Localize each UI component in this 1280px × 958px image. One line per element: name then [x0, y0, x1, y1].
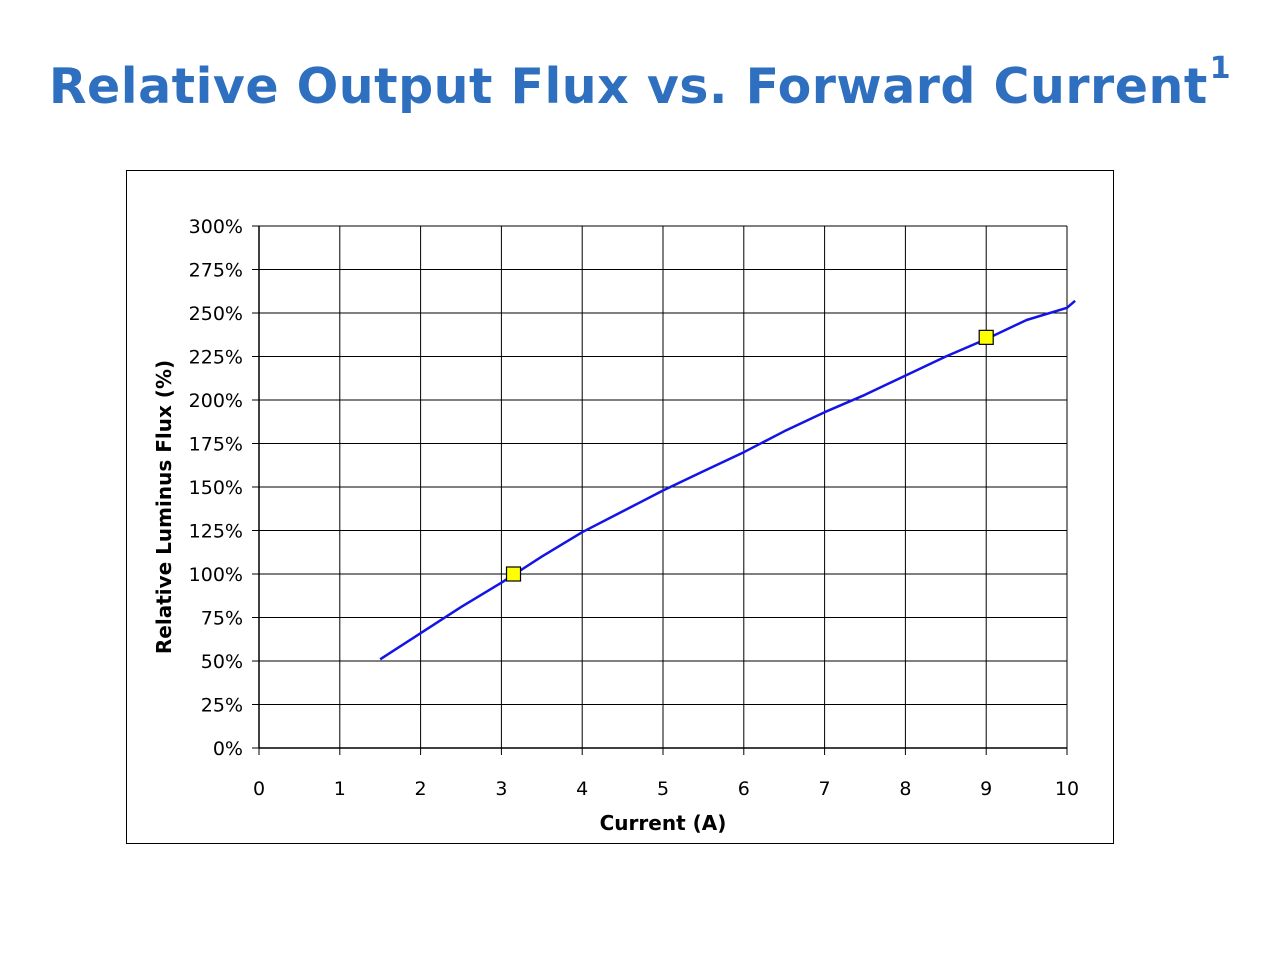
data-point-marker — [978, 329, 994, 345]
y-tick-label: 25% — [201, 695, 243, 717]
x-tick-label: 6 — [738, 778, 750, 800]
y-tick-label: 175% — [189, 434, 243, 456]
y-tick-label: 125% — [189, 521, 243, 543]
x-tick-label: 4 — [576, 778, 588, 800]
x-tick-label: 8 — [899, 778, 911, 800]
series-layer — [379, 299, 1076, 661]
x-tick-label: 10 — [1055, 778, 1079, 800]
axis-layer — [252, 225, 1068, 755]
x-tick-label: 9 — [980, 778, 992, 800]
x-tick-label: 7 — [819, 778, 831, 800]
x-tick-label: 2 — [415, 778, 427, 800]
x-tick-label: 1 — [334, 778, 346, 800]
y-tick-label: 150% — [189, 477, 243, 499]
y-axis-title: Relative Luminus Flux (%) — [152, 360, 176, 654]
chart-frame: 0% 25% 50% 75% 100% 125% 150% 175% 200% 225% 250% 2… — [126, 170, 1114, 844]
data-point-marker — [505, 566, 522, 582]
y-tick-label: 225% — [189, 347, 243, 369]
y-tick-label: 50% — [201, 651, 243, 673]
slide-title-text: Relative Output Flux vs. Forward Current — [48, 58, 1208, 115]
y-tick-label: 75% — [201, 608, 243, 630]
series-line — [379, 299, 1076, 661]
x-tick-label: 5 — [657, 778, 669, 800]
grid-layer — [259, 225, 1068, 748]
y-tick-label: 250% — [189, 303, 243, 325]
flux-current-chart: 0% 25% 50% 75% 100% 125% 150% 175% 200% 225% 250% 2… — [152, 216, 1079, 835]
y-tick-label: 0% — [213, 738, 243, 760]
y-tick-label: 100% — [189, 564, 243, 586]
x-tick-label: 0 — [253, 778, 265, 800]
title-footnote-marker: 1 — [1209, 50, 1232, 86]
y-tick-label: 300% — [189, 216, 243, 238]
x-tick-label: 3 — [495, 778, 507, 800]
slide-title: Relative Output Flux vs. Forward Current… — [0, 51, 1280, 115]
y-tick-label: 275% — [189, 260, 243, 282]
tick-labels: 0% 25% 50% 75% 100% 125% 150% 175% 200% 225% 250% 2… — [189, 216, 1079, 800]
marker-layer — [505, 329, 994, 582]
y-tick-label: 200% — [189, 390, 243, 412]
x-axis-title: Current (A) — [600, 811, 727, 835]
